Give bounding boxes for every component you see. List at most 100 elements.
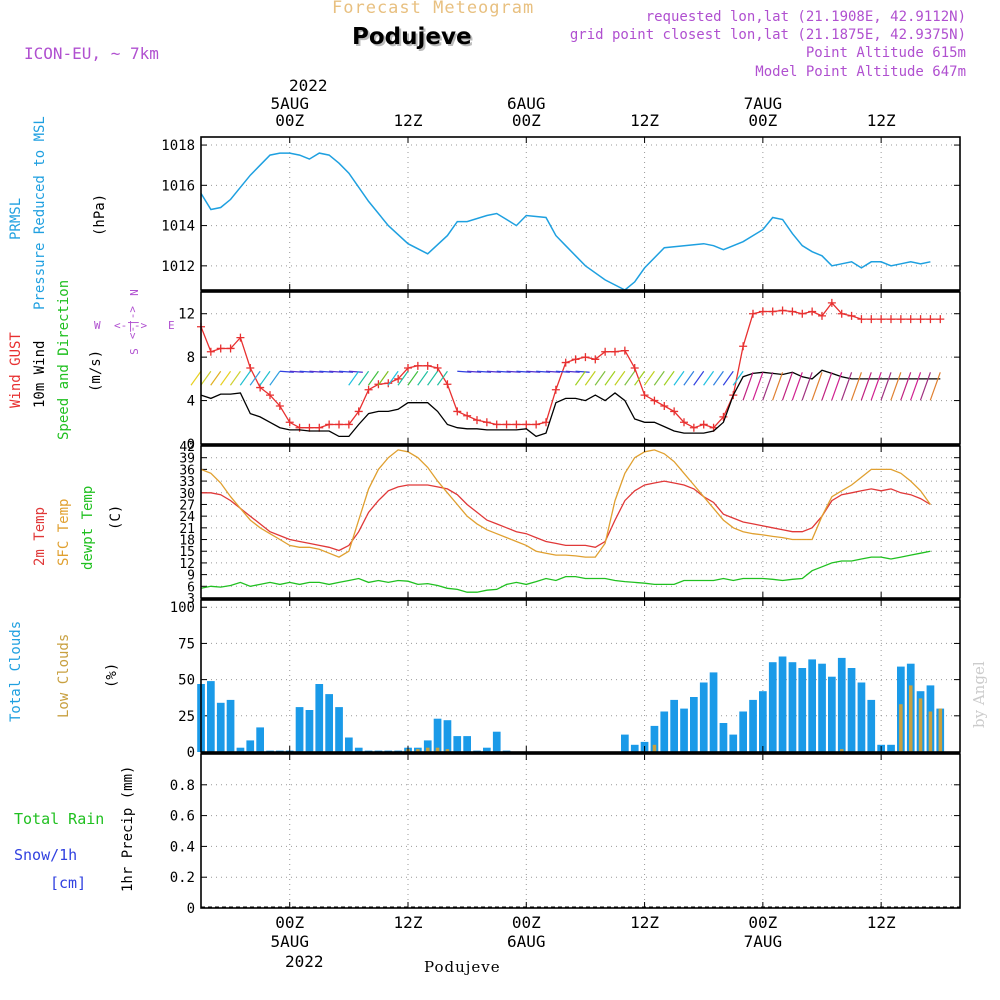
wind-direction-arrow bbox=[850, 372, 862, 401]
y-tick-label: 42 bbox=[179, 440, 195, 455]
gust-marker bbox=[344, 420, 353, 429]
cloud-total-bar bbox=[670, 699, 678, 752]
gust-marker bbox=[916, 315, 925, 324]
y-tick-label: 8 bbox=[187, 350, 195, 366]
cloud-low-bar bbox=[652, 744, 657, 752]
series-gust-line bbox=[200, 301, 941, 429]
gust-marker bbox=[591, 355, 600, 364]
gust-marker bbox=[739, 342, 748, 351]
wind-direction-arrow bbox=[663, 370, 675, 386]
y-tick-label: 15 bbox=[179, 545, 195, 560]
cloud-total-bar bbox=[325, 694, 333, 752]
y-tick-label: 0.4 bbox=[170, 839, 195, 855]
wind-direction-arrow bbox=[348, 370, 363, 373]
top-year: 2022 bbox=[289, 76, 328, 95]
cloud-low-bar bbox=[840, 749, 844, 752]
wind-direction-arrow bbox=[565, 370, 580, 373]
cloud-total-bar bbox=[837, 657, 846, 752]
gust-marker bbox=[502, 420, 511, 429]
cloud-total-bar bbox=[818, 663, 826, 752]
gust-marker bbox=[857, 315, 866, 324]
top-date-label: 7AUG bbox=[743, 94, 783, 113]
wind-direction-arrow bbox=[476, 370, 492, 373]
cloud-total-bar bbox=[207, 681, 215, 752]
gust-marker bbox=[551, 385, 560, 394]
gust-marker bbox=[896, 315, 905, 324]
y-tick-label: 75 bbox=[178, 636, 195, 652]
cloud-total-bar bbox=[443, 720, 452, 752]
cloud-total-bar bbox=[256, 727, 264, 752]
gust-marker bbox=[689, 423, 698, 432]
gust-marker bbox=[364, 385, 373, 394]
gust-marker bbox=[246, 364, 255, 372]
gust-marker bbox=[630, 364, 639, 372]
wind-direction-arrow bbox=[781, 372, 793, 401]
wind-direction-arrow bbox=[673, 370, 685, 386]
gust-marker bbox=[413, 361, 422, 370]
wind-direction-arrow bbox=[752, 372, 764, 401]
cloud-total-bar bbox=[778, 656, 787, 752]
cloud-total-bar bbox=[749, 699, 757, 752]
cloud-low-bar bbox=[435, 747, 440, 752]
top-date-label: 6AUG bbox=[507, 94, 546, 113]
wind-direction-arrow bbox=[732, 370, 744, 386]
y-tick-label: 18 bbox=[179, 534, 195, 549]
y-tick-label: 39 bbox=[179, 452, 195, 467]
series-dewpt-line bbox=[200, 550, 931, 593]
gust-marker bbox=[611, 347, 619, 356]
gust-marker bbox=[522, 420, 531, 429]
gust-marker bbox=[433, 364, 442, 372]
y-tick-label: 3 bbox=[187, 592, 195, 607]
gust-marker bbox=[680, 418, 688, 427]
cloud-low-bar bbox=[899, 704, 903, 752]
gust-marker bbox=[463, 411, 472, 420]
gust-marker bbox=[650, 396, 659, 405]
gust-marker bbox=[877, 315, 886, 324]
cloud-total-bar bbox=[650, 725, 659, 752]
wind-direction-arrow bbox=[929, 372, 941, 401]
bottom-tick-label: 00Z bbox=[275, 913, 305, 932]
requested-coords: requested lon,lat (21.1908E, 42.9112N) bbox=[645, 9, 966, 25]
gust-marker bbox=[226, 344, 235, 353]
cloud-total-bar bbox=[345, 737, 353, 752]
wind-direction-arrow bbox=[457, 370, 472, 373]
panel-frame bbox=[200, 445, 961, 599]
wind-direction-arrow bbox=[919, 372, 931, 401]
cloud-total-bar bbox=[453, 736, 462, 752]
cloud-total-bar bbox=[857, 682, 866, 752]
gust-marker bbox=[581, 353, 590, 362]
wind-direction-arrow bbox=[604, 370, 616, 386]
bottom-date-label: 5AUG bbox=[270, 932, 309, 951]
panel-frame bbox=[200, 599, 961, 753]
gust-marker bbox=[867, 315, 876, 324]
gust-marker bbox=[236, 333, 245, 342]
y-tick-label: 1012 bbox=[161, 259, 195, 275]
model-altitude: Model Point Altitude 647m bbox=[755, 64, 966, 80]
y-tick-label: 1014 bbox=[161, 219, 195, 235]
gust-marker bbox=[837, 309, 846, 318]
wind-direction-arrow bbox=[200, 370, 212, 386]
wind-direction-arrow bbox=[545, 370, 561, 373]
cloud-total-bar bbox=[216, 702, 225, 752]
gust-marker bbox=[847, 311, 856, 320]
wind-direction-arrow bbox=[329, 370, 344, 373]
cloud-total-bar bbox=[759, 691, 767, 752]
gust-marker bbox=[453, 407, 462, 416]
gust-marker bbox=[758, 307, 767, 316]
wind-direction-arrow bbox=[309, 370, 324, 373]
wind-direction-arrow bbox=[506, 370, 521, 373]
gust-marker bbox=[620, 346, 629, 355]
gust-marker bbox=[532, 420, 541, 429]
wind-direction-arrow bbox=[467, 370, 482, 373]
bottom-date-label: 6AUG bbox=[507, 932, 546, 951]
bottom-tick-label: 12Z bbox=[393, 913, 423, 932]
gust-marker bbox=[404, 364, 412, 372]
series-sfc-line bbox=[200, 449, 931, 558]
gust-marker bbox=[660, 402, 669, 410]
gust-marker bbox=[571, 355, 580, 364]
wind-direction-arrow bbox=[397, 370, 409, 386]
precip-snow-unit: [cm] bbox=[50, 874, 87, 892]
cloud-total-bar bbox=[788, 662, 797, 752]
wind-direction-arrow bbox=[220, 370, 232, 386]
wind-direction-arrow bbox=[584, 370, 596, 386]
